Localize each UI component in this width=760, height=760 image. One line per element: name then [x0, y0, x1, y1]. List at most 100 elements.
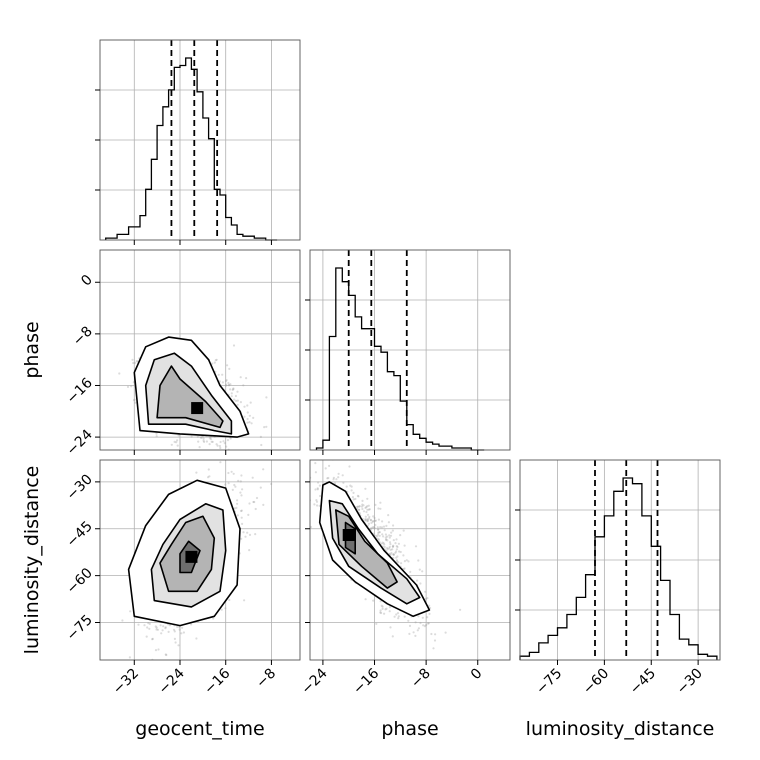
scatter-point — [369, 518, 372, 522]
scatter-point — [366, 508, 369, 511]
scatter-point — [396, 612, 400, 615]
scatter-point — [144, 663, 146, 665]
x-axis-label-luminosity-distance: luminosity_distance — [526, 718, 715, 740]
scatter-point — [388, 545, 391, 549]
scatter-point — [134, 401, 137, 404]
scatter-point — [233, 507, 236, 510]
scatter-point — [369, 527, 372, 530]
scatter-point — [388, 541, 392, 544]
scatter-point — [424, 597, 428, 601]
y-tick-label: −16 — [64, 375, 96, 407]
scatter-point — [382, 535, 385, 538]
scatter-point — [416, 579, 419, 582]
scatter-point — [427, 622, 430, 625]
scatter-point — [373, 527, 376, 530]
scatter-point — [387, 514, 390, 517]
scatter-point — [246, 531, 249, 534]
scatter-point — [374, 503, 377, 506]
hist-panel-luminosity-distance-data — [519, 460, 718, 660]
contour-level-1 — [156, 365, 224, 429]
scatter-point — [337, 476, 340, 479]
scatter-point — [227, 471, 230, 475]
scatter-point — [395, 559, 398, 562]
panel-geocent-time-vs-luminosity-distance-data — [121, 461, 273, 665]
scatter-point — [393, 615, 396, 618]
scatter-point — [345, 485, 348, 488]
scatter-point — [385, 524, 388, 528]
scatter-point — [350, 489, 353, 492]
scatter-point — [395, 538, 398, 541]
scatter-point — [328, 464, 331, 467]
scatter-point — [364, 517, 367, 521]
scatter-point — [324, 467, 327, 470]
scatter-point — [402, 554, 405, 557]
scatter-point — [259, 435, 262, 438]
y-tick-label: −30 — [64, 471, 96, 503]
panel-geocent-time-vs-luminosity-distance-frame — [99, 459, 301, 661]
scatter-point — [240, 474, 243, 477]
scatter-point — [352, 498, 355, 501]
scatter-point — [327, 476, 330, 480]
panel-geocent-time-vs-phase-frame — [99, 249, 301, 451]
scatter-point — [221, 373, 224, 376]
scatter-point — [131, 358, 134, 361]
scatter-point — [243, 405, 246, 408]
scatter-point — [159, 624, 162, 627]
scatter-point — [366, 513, 370, 516]
scatter-point — [430, 632, 433, 636]
scatter-point — [414, 545, 418, 548]
scatter-point — [248, 414, 251, 417]
scatter-point — [426, 616, 429, 619]
scatter-point — [263, 426, 266, 429]
scatter-point — [319, 494, 322, 498]
scatter-point — [146, 626, 149, 629]
scatter-point — [147, 622, 150, 625]
scatter-point — [377, 507, 380, 510]
scatter-point — [227, 384, 230, 387]
scatter-point — [403, 544, 406, 547]
scatter-point — [316, 487, 319, 490]
scatter-point — [247, 513, 250, 517]
scatter-point — [305, 456, 307, 458]
scatter-point — [233, 483, 236, 487]
scatter-point — [178, 626, 181, 629]
scatter-point — [379, 611, 382, 614]
scatter-point — [391, 545, 395, 548]
scatter-point — [230, 395, 233, 398]
scatter-point — [240, 509, 243, 512]
scatter-point — [421, 570, 424, 573]
scatter-point — [232, 472, 235, 475]
scatter-point — [216, 444, 219, 447]
scatter-point — [164, 626, 167, 629]
scatter-point — [432, 647, 435, 650]
scatter-point — [212, 617, 215, 620]
scatter-point — [151, 638, 154, 641]
scatter-point — [367, 504, 370, 507]
scatter-point — [379, 526, 382, 529]
scatter-point — [128, 656, 131, 659]
contour-level-3 — [328, 499, 421, 605]
x-tick-label: −24 — [156, 665, 188, 697]
scatter-point — [392, 544, 395, 547]
scatter-point — [304, 496, 306, 498]
scatter-point — [223, 442, 226, 445]
scatter-point — [246, 421, 249, 424]
scatter-point — [390, 531, 393, 534]
scatter-point — [426, 597, 429, 600]
scatter-point — [356, 505, 359, 508]
scatter-point — [403, 560, 406, 563]
scatter-point — [367, 522, 371, 525]
scatter-point — [396, 545, 399, 549]
scatter-point — [366, 497, 369, 500]
scatter-point — [245, 377, 248, 380]
scatter-point — [229, 383, 232, 386]
scatter-point — [180, 632, 183, 635]
scatter-point — [366, 518, 369, 521]
scatter-point — [155, 626, 158, 629]
scatter-point — [262, 503, 265, 506]
scatter-point — [348, 465, 351, 468]
scatter-point — [354, 497, 357, 501]
scatter-point — [342, 481, 345, 484]
scatter-point — [378, 534, 381, 537]
density-peak — [191, 402, 204, 415]
